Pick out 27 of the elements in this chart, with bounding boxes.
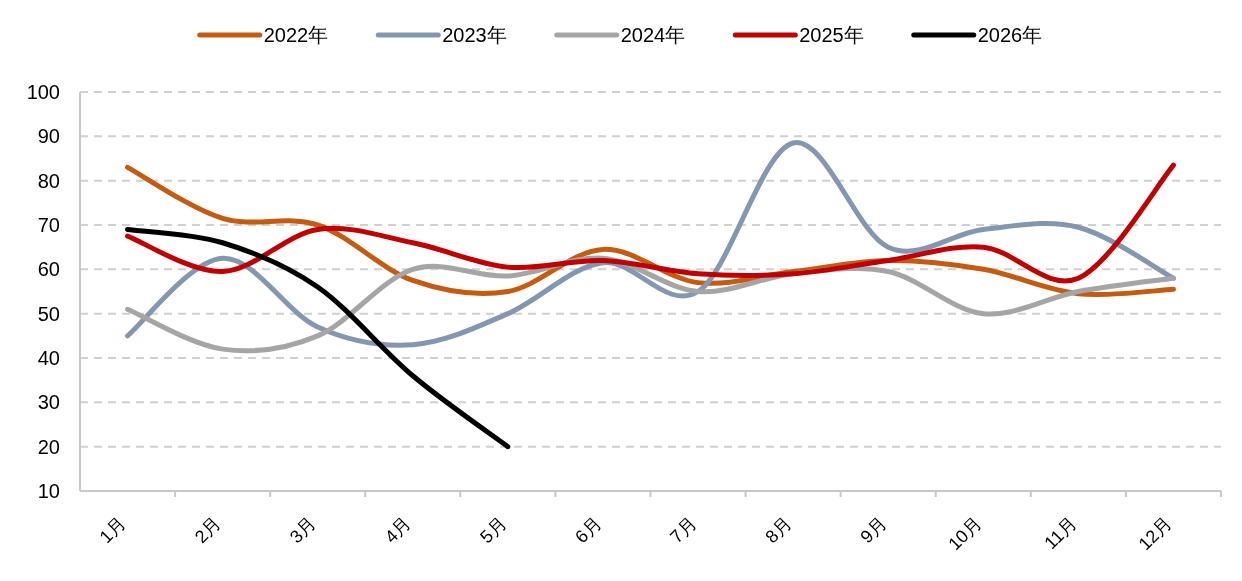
y-tick-label: 60 (37, 258, 60, 281)
x-tick-label: 7月 (666, 513, 701, 547)
x-tick-label: 5月 (476, 513, 511, 547)
x-tick-label: 2月 (190, 513, 225, 547)
x-tick-label: 4月 (381, 513, 415, 547)
y-tick-label: 80 (37, 169, 60, 192)
y-tick-label: 70 (37, 214, 60, 236)
x-tick-label: 1月 (95, 513, 130, 547)
x-tick-label: 12月 (1134, 513, 1176, 555)
legend-label: 2025年 (799, 24, 864, 46)
x-tick-label: 3月 (285, 513, 320, 547)
y-tick-label: 20 (37, 435, 60, 458)
legend-label: 2026年 (977, 24, 1043, 46)
y-tick-label: 100 (26, 81, 60, 103)
x-tick-label: 9月 (856, 513, 891, 547)
legend-label: 2023年 (442, 24, 507, 46)
legend-label: 2022年 (263, 24, 329, 46)
legend-label: 2024年 (620, 24, 686, 46)
x-tick-label: 6月 (571, 513, 606, 547)
y-tick-label: 30 (37, 391, 60, 414)
y-tick-label: 50 (37, 302, 60, 325)
x-tick-label: 11月 (1040, 513, 1081, 554)
x-tick-label: 10月 (944, 513, 986, 555)
y-tick-label: 10 (37, 480, 60, 502)
y-tick-label: 40 (37, 347, 60, 369)
y-tick-label: 90 (37, 125, 60, 148)
x-tick-label: 8月 (761, 513, 796, 547)
